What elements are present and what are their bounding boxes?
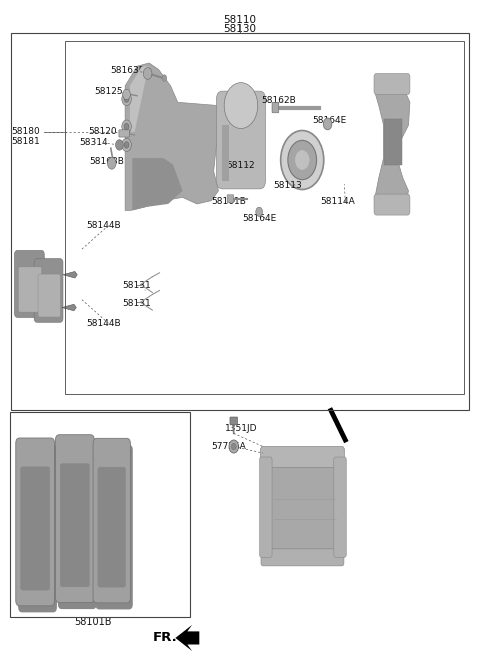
Circle shape xyxy=(124,142,129,148)
FancyBboxPatch shape xyxy=(58,442,96,609)
FancyBboxPatch shape xyxy=(18,267,42,312)
Bar xyxy=(65,41,464,394)
Polygon shape xyxy=(130,66,149,132)
Circle shape xyxy=(116,140,123,150)
Polygon shape xyxy=(62,304,76,311)
FancyBboxPatch shape xyxy=(56,435,94,602)
Text: 58162B: 58162B xyxy=(262,96,296,105)
Circle shape xyxy=(256,207,263,216)
FancyBboxPatch shape xyxy=(272,102,279,113)
Bar xyxy=(11,34,469,411)
FancyBboxPatch shape xyxy=(14,250,44,317)
FancyBboxPatch shape xyxy=(269,453,340,561)
Circle shape xyxy=(224,83,258,129)
Polygon shape xyxy=(63,271,77,278)
Text: 58164E: 58164E xyxy=(312,116,346,125)
Bar xyxy=(10,413,190,617)
Text: 58144B: 58144B xyxy=(86,221,120,230)
Circle shape xyxy=(123,89,131,100)
Text: 58314: 58314 xyxy=(80,139,108,147)
Text: 1351JD: 1351JD xyxy=(225,424,257,433)
Polygon shape xyxy=(132,158,182,210)
Polygon shape xyxy=(384,119,402,165)
Circle shape xyxy=(295,150,310,170)
Circle shape xyxy=(122,139,132,152)
Text: 57725A: 57725A xyxy=(211,442,246,451)
Text: 58180: 58180 xyxy=(11,127,40,136)
FancyBboxPatch shape xyxy=(230,417,238,425)
Text: 58130: 58130 xyxy=(224,24,256,34)
FancyBboxPatch shape xyxy=(261,447,344,468)
Text: 58114A: 58114A xyxy=(321,198,355,206)
Text: 58120: 58120 xyxy=(88,127,117,136)
Text: 58110: 58110 xyxy=(224,15,256,25)
Polygon shape xyxy=(175,625,199,651)
Text: 58101B: 58101B xyxy=(74,617,112,627)
Circle shape xyxy=(229,440,239,453)
Circle shape xyxy=(122,93,132,106)
Circle shape xyxy=(108,158,116,170)
Polygon shape xyxy=(125,63,221,210)
Polygon shape xyxy=(375,79,410,212)
FancyBboxPatch shape xyxy=(261,549,344,566)
FancyBboxPatch shape xyxy=(60,464,89,587)
Text: 58131: 58131 xyxy=(122,299,151,308)
FancyBboxPatch shape xyxy=(374,194,410,215)
FancyBboxPatch shape xyxy=(21,467,50,590)
Circle shape xyxy=(288,141,317,179)
Circle shape xyxy=(124,96,129,102)
FancyBboxPatch shape xyxy=(96,445,133,610)
Text: 58164E: 58164E xyxy=(242,214,276,223)
Circle shape xyxy=(124,124,129,130)
Circle shape xyxy=(281,131,324,189)
Text: 58125: 58125 xyxy=(94,87,123,96)
Circle shape xyxy=(122,120,132,133)
FancyBboxPatch shape xyxy=(227,194,234,202)
FancyBboxPatch shape xyxy=(374,74,410,95)
Text: 58112: 58112 xyxy=(227,162,255,170)
FancyBboxPatch shape xyxy=(334,457,346,557)
FancyBboxPatch shape xyxy=(16,438,55,606)
FancyBboxPatch shape xyxy=(98,467,126,587)
Text: 58113: 58113 xyxy=(274,181,302,190)
FancyBboxPatch shape xyxy=(38,274,60,317)
Circle shape xyxy=(162,75,167,81)
Polygon shape xyxy=(222,125,229,181)
FancyBboxPatch shape xyxy=(34,259,63,323)
FancyBboxPatch shape xyxy=(216,91,265,189)
FancyBboxPatch shape xyxy=(119,130,130,137)
Text: 58163B: 58163B xyxy=(110,66,144,76)
Text: 58144B: 58144B xyxy=(86,319,120,328)
Text: 58131: 58131 xyxy=(122,281,151,290)
FancyBboxPatch shape xyxy=(260,457,272,557)
FancyBboxPatch shape xyxy=(18,445,57,612)
FancyBboxPatch shape xyxy=(93,438,131,603)
Circle shape xyxy=(323,118,332,130)
Text: 58161B: 58161B xyxy=(211,198,246,206)
Circle shape xyxy=(144,68,152,79)
Circle shape xyxy=(231,443,236,450)
Text: 58163B: 58163B xyxy=(89,157,124,166)
Text: 58181: 58181 xyxy=(11,137,40,146)
Text: FR.: FR. xyxy=(153,631,178,645)
